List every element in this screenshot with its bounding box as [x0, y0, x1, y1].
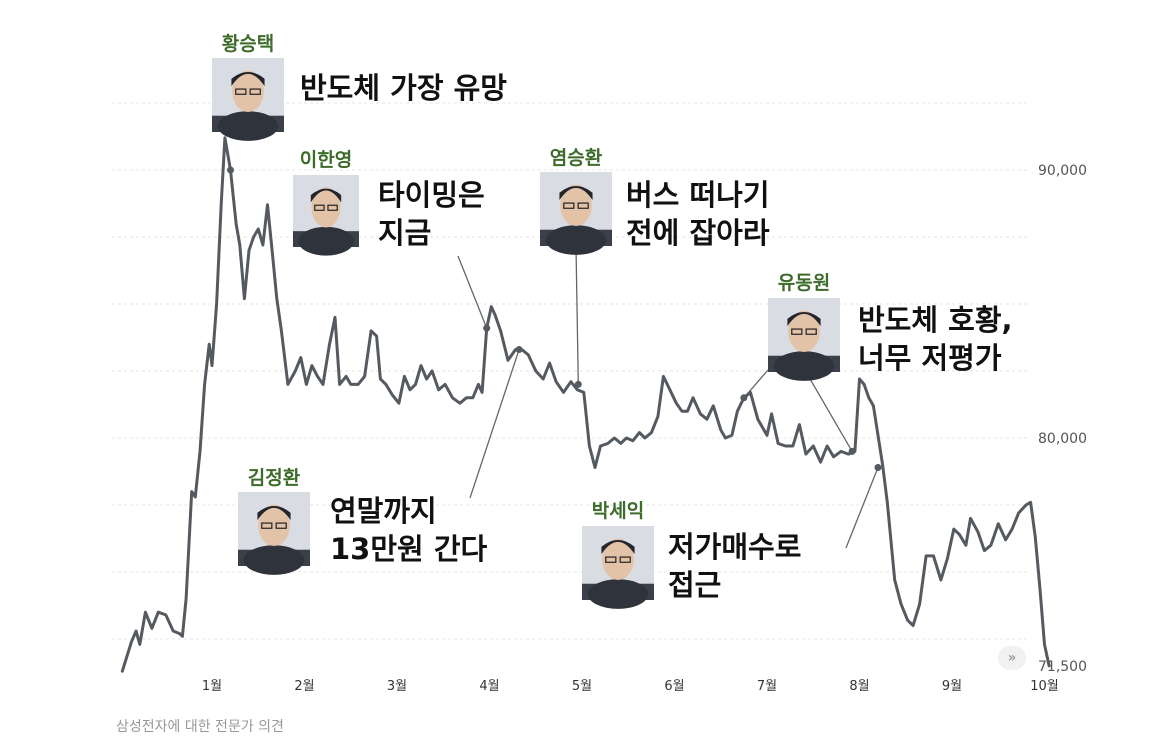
expert-name-0: 황승택	[222, 32, 274, 55]
x-tick-label-6: 7월	[757, 679, 777, 694]
annotation-leader-4-0	[469, 349, 520, 499]
expert-quote-4-1: 13만원 간다	[330, 532, 487, 566]
expert-photo-0	[212, 58, 284, 141]
y-tick-label-0: 90,000	[1038, 163, 1087, 179]
x-tick-label-5: 6월	[664, 679, 684, 694]
price-series	[120, 136, 1051, 673]
expert-quote-3-1: 너무 저평가	[858, 341, 1002, 375]
expert-name-3: 유동원	[778, 272, 830, 294]
expert-quote-2-0: 버스 떠나기	[626, 178, 770, 212]
expert-quote-5-0: 저가매수로	[668, 530, 801, 564]
expert-photo-1	[293, 175, 359, 256]
expert-quote-2-1: 전에 잡아라	[626, 216, 770, 250]
expert-name-2: 염승환	[550, 147, 603, 169]
x-axis: 1월 2월 3월 4월 5월 6월 7월 8월 9월 10월	[202, 679, 1059, 694]
scroll-right-button[interactable]: »	[998, 646, 1026, 670]
annotation-point-2-0	[574, 380, 582, 388]
x-tick-label-8: 9월	[942, 679, 962, 694]
y-tick-label-1: 80,000	[1038, 431, 1087, 447]
x-tick-label-9: 10월	[1030, 679, 1059, 694]
annotation-leader-1-0	[457, 255, 488, 329]
annotation-leader-2-0	[575, 245, 579, 385]
expert-name-1: 이한영	[300, 149, 352, 171]
y-axis: 90,000 80,000 71,500	[1038, 163, 1087, 675]
x-tick-label-1: 2월	[294, 679, 314, 694]
x-tick-label-3: 4월	[479, 679, 499, 694]
annotation-leader-5-0	[845, 467, 879, 549]
chart-caption: 삼성전자에 대한 전문가 의견	[116, 719, 284, 735]
y-tick-label-2: 71,500	[1038, 659, 1087, 675]
expert-photo-4	[238, 492, 310, 575]
x-tick-label-0: 1월	[202, 679, 222, 694]
annotation-point-5-0	[874, 463, 882, 471]
expert-name-5: 박세익	[592, 500, 644, 522]
expert-quote-4-0: 연말까지	[330, 494, 437, 528]
expert-name-4: 김정환	[248, 467, 301, 489]
expert-photo-5	[582, 526, 654, 609]
x-tick-label-2: 3월	[387, 679, 407, 694]
series-line-0	[120, 136, 1051, 673]
annotation-leader-3-1	[805, 371, 853, 452]
x-tick-label-7: 8월	[849, 679, 869, 694]
expert-photo-3	[768, 298, 840, 381]
expert-photo-2	[540, 172, 612, 255]
expert-quote-1-1: 지금	[378, 216, 431, 250]
expert-quote-0-0: 반도체 가장 유망	[300, 71, 507, 105]
expert-quote-1-0: 타이밍은	[378, 178, 485, 212]
expert-quote-5-1: 접근	[668, 568, 721, 602]
x-tick-label-4: 5월	[572, 679, 592, 694]
expert-quote-3-0: 반도체 호황,	[858, 303, 1013, 337]
